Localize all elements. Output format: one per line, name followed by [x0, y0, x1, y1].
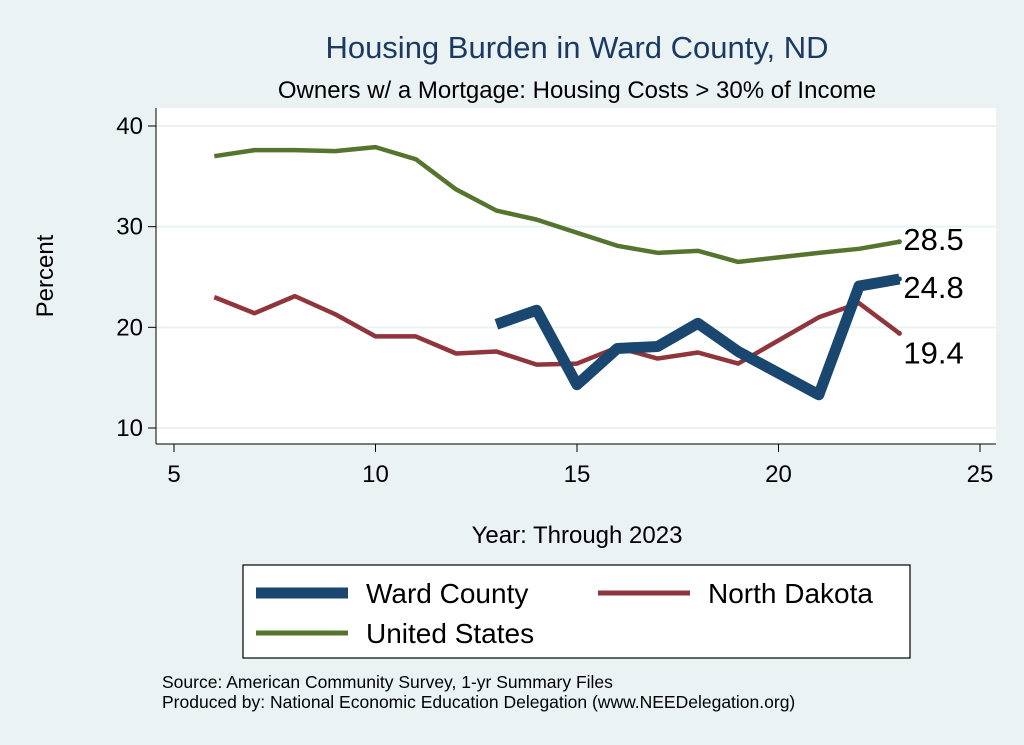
chart-title: Housing Burden in Ward County, ND [325, 30, 828, 65]
x-axis-title: Year: Through 2023 [472, 522, 683, 549]
legend-label-ward-county: Ward County [366, 578, 528, 609]
x-tick-label-10: 10 [362, 461, 389, 488]
x-tick-label-15: 15 [564, 461, 591, 488]
series-endpoint-united-states [896, 239, 902, 245]
end-labels: 28.5 19.4 24.8 [903, 222, 963, 371]
legend: Ward County North Dakota United States [242, 564, 911, 659]
series-endpoint-north-dakota [896, 330, 902, 336]
series-layer [213, 144, 902, 401]
series-line-united-states [213, 144, 900, 265]
series-line-north-dakota [213, 293, 901, 367]
x-tick-label-20: 20 [765, 461, 792, 488]
legend-label-north-dakota: North Dakota [708, 578, 873, 609]
end-label-north-dakota: 19.4 [903, 336, 963, 371]
end-label-ward-county: 24.8 [903, 270, 963, 305]
legend-box [242, 564, 911, 659]
y-axis-title: Percent [32, 234, 59, 317]
y-ticks: 10 20 30 40 [116, 113, 156, 442]
x-ticks: 5 10 15 20 25 [167, 444, 993, 488]
series-endpoint-ward-county [896, 276, 902, 282]
legend-label-united-states: United States [366, 618, 534, 649]
y-tick-label-40: 40 [116, 113, 143, 140]
end-label-united-states: 28.5 [903, 222, 963, 257]
series-line-ward-county [494, 273, 901, 401]
y-tick-label-10: 10 [116, 415, 143, 442]
y-tick-label-20: 20 [116, 314, 143, 341]
x-tick-label-5: 5 [167, 461, 180, 488]
chart-subtitle: Owners w/ a Mortgage: Housing Costs > 30… [278, 77, 876, 104]
plot-area [156, 108, 996, 444]
y-tick-label-30: 30 [116, 214, 143, 241]
producer-note: Produced by: National Economic Education… [162, 692, 795, 712]
source-note: Source: American Community Survey, 1-yr … [162, 672, 613, 692]
grid [156, 125, 996, 429]
x-tick-label-25: 25 [967, 461, 994, 488]
